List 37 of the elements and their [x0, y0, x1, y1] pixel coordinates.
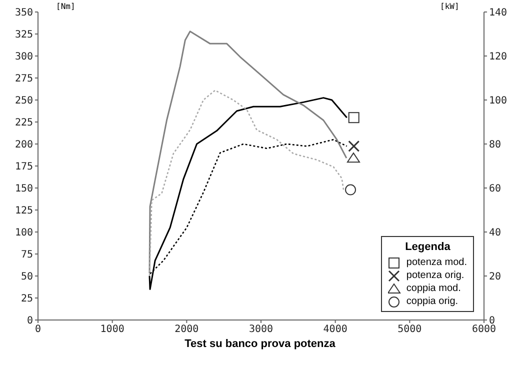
y-tick-label: 150 — [14, 184, 33, 195]
y-tick-label: 300 — [14, 52, 33, 63]
y2-tick-label: 20 — [489, 272, 502, 283]
y2-tick-label: 80 — [489, 140, 502, 151]
y-tick-label: 325 — [14, 30, 33, 41]
text: coppia orig. — [406, 296, 458, 307]
y-tick-label: 50 — [20, 272, 33, 283]
y-tick-label: 225 — [14, 118, 33, 129]
y2-axis-title: [kW] — [440, 2, 460, 11]
x-tick-label: 4000 — [323, 324, 348, 336]
y-tick-label: 350 — [14, 8, 33, 19]
x-tick-label: 0 — [34, 324, 42, 336]
x-tick-label: 5000 — [398, 324, 422, 336]
y-tick-label: 200 — [14, 140, 33, 151]
x-tick-label: 3000 — [248, 324, 274, 336]
y2-tick-label: 120 — [489, 52, 508, 63]
text: potenza mod. — [406, 257, 467, 268]
text: coppia mod. — [406, 283, 461, 294]
y2-tick-label: 60 — [489, 184, 502, 195]
text: potenza orig. — [406, 270, 464, 281]
legend-title: Legenda — [404, 241, 452, 253]
y2-tick-label: 100 — [489, 96, 508, 107]
y-tick-label: 0 — [26, 316, 33, 327]
y2-tick-label: 140 — [489, 8, 508, 19]
x-tick-label: 1000 — [100, 324, 124, 336]
x-tick-label: 6000 — [472, 324, 496, 336]
y-tick-label: 250 — [14, 96, 33, 107]
y-tick-label: 75 — [20, 250, 33, 261]
text: Test su banco prova potenza — [184, 338, 336, 350]
y-tick-label: 275 — [14, 74, 33, 85]
y-axis-title: [Nm] — [56, 2, 76, 11]
y-tick-label: 100 — [14, 228, 33, 239]
x-tick-label: 2000 — [174, 324, 199, 336]
y2-tick-label: 40 — [489, 228, 502, 239]
y-tick-label: 125 — [14, 206, 33, 217]
y-tick-label: 175 — [14, 162, 33, 173]
y-tick-label: 25 — [20, 294, 33, 305]
